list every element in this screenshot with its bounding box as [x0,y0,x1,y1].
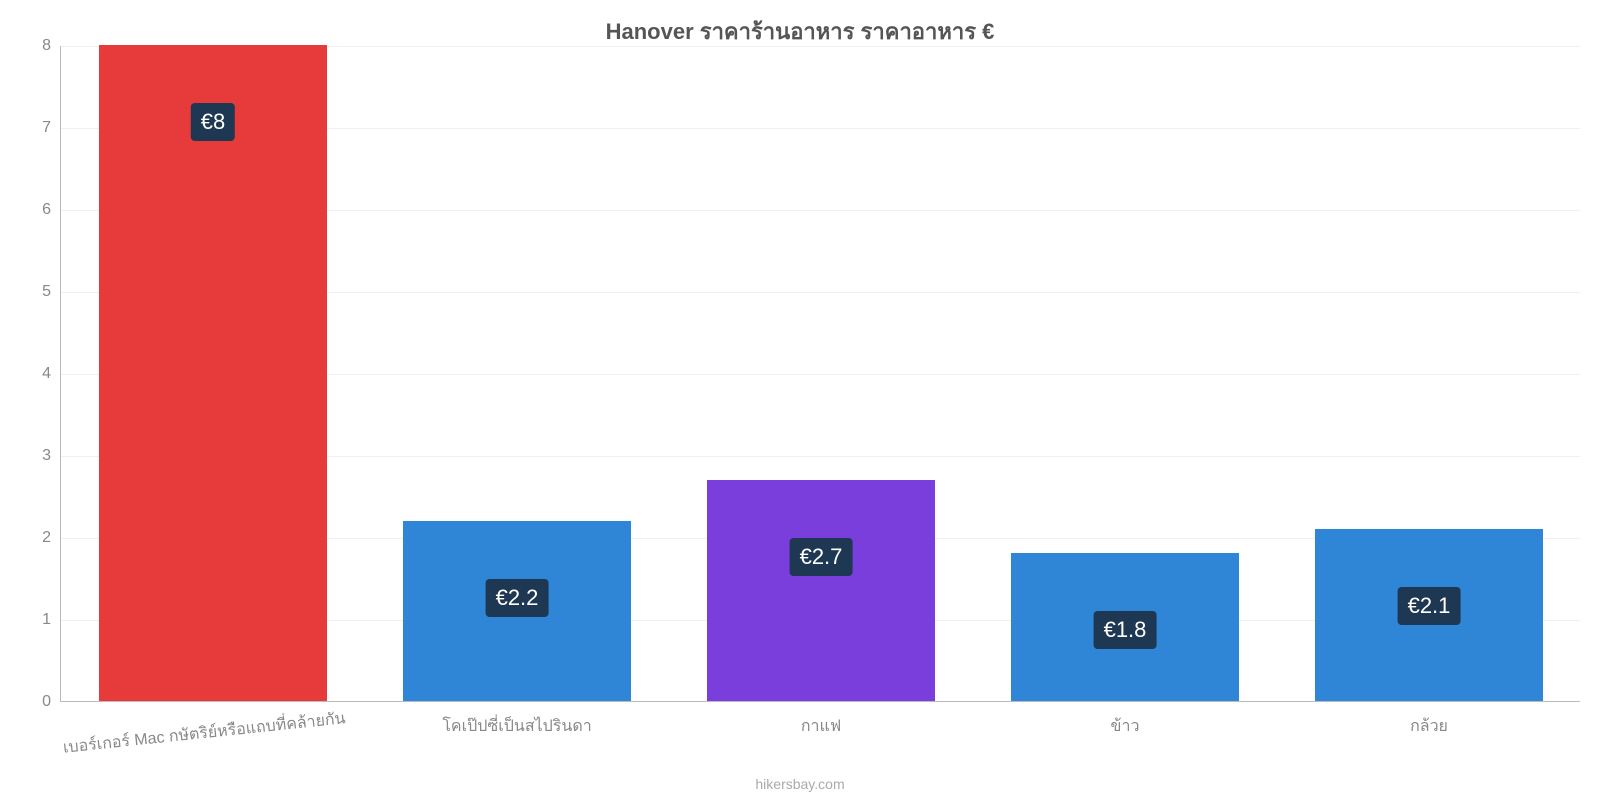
x-axis-label: โคเป๊ปซี่เป็นสไปรินดา [442,714,591,739]
x-axis-label: กาแฟ [801,714,841,739]
y-tick-label: 3 [42,447,61,465]
y-tick-label: 2 [42,529,61,547]
price-chart: Hanover ราคาร้านอาหาร ราคาอาหาร € 012345… [0,0,1600,800]
y-tick-label: 0 [42,693,61,711]
y-tick-label: 7 [42,119,61,137]
x-axis-label: กล้วย [1410,714,1448,739]
y-tick-label: 5 [42,283,61,301]
value-badge: €1.8 [1094,611,1157,649]
y-tick-label: 6 [42,201,61,219]
bar-slot: €2.7 [707,45,935,701]
y-tick-label: 8 [42,37,61,55]
x-axis-label: เบอร์เกอร์ Mac กษัตริย์หรือแถบที่คล้ายกั… [62,720,216,761]
bar-slot: €1.8 [1011,45,1239,701]
bar [99,45,327,701]
y-tick-label: 4 [42,365,61,383]
bar [707,480,935,701]
bar-slot: €2.2 [403,45,631,701]
bar-slot: €2.1 [1315,45,1543,701]
value-badge: €2.2 [486,579,549,617]
value-badge: €2.7 [790,538,853,576]
x-axis-label: ข้าว [1111,714,1140,739]
y-tick-label: 1 [42,611,61,629]
value-badge: €2.1 [1398,587,1461,625]
credit-label: hikersbay.com [0,776,1600,792]
plot-area: 012345678€8เบอร์เกอร์ Mac กษัตริย์หรือแถ… [60,46,1580,702]
chart-title: Hanover ราคาร้านอาหาร ราคาอาหาร € [0,14,1600,49]
value-badge: €8 [191,103,235,141]
bar-slot: €8 [99,45,327,701]
